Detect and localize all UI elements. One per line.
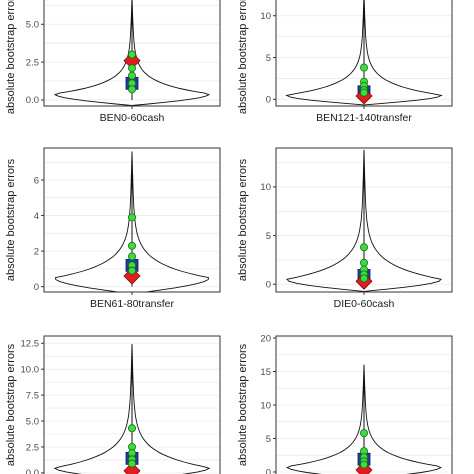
y-tick-label: 0	[266, 95, 271, 106]
chart-panel-6: 0 5 10 15 20 absolute bootstrap errors	[237, 333, 453, 474]
plot-area	[276, 148, 452, 292]
y-tick-label: 5	[266, 53, 271, 64]
data-point	[359, 258, 368, 267]
data-point	[359, 429, 368, 438]
chart-panel-1: 0.0 2.5 5.0 absolute bootstrap errors BEN0-6…	[5, 0, 221, 124]
chart-panel-4: 0 5 10 absolute bootstrap errors DIE0-60cash	[237, 147, 453, 310]
data-point	[127, 252, 136, 261]
x-category-label: DIE0-60cash	[334, 298, 395, 310]
y-tick-label: 10	[260, 11, 271, 22]
plot-area	[44, 0, 220, 106]
data-point	[127, 64, 136, 73]
violin-outline	[53, 0, 211, 106]
data-point	[127, 459, 136, 468]
y-tick-label: 15	[260, 367, 271, 378]
estimate-diamond-marker	[123, 267, 141, 285]
data-point	[359, 274, 368, 283]
violin-outline	[285, 149, 443, 292]
data-point	[127, 424, 136, 433]
y-tick-label: 2.5	[26, 57, 39, 68]
data-point	[127, 71, 136, 80]
y-tick-label: 5	[266, 231, 271, 242]
data-point	[127, 50, 136, 59]
plot-area	[44, 148, 220, 292]
y-tick-label: 5.0	[26, 416, 39, 427]
data-point	[359, 460, 368, 469]
chart-panel-5: 0.0 2.5 5.0 7.5 10.0 12.5 absolute bootstrap e…	[5, 335, 221, 474]
plot-area	[276, 0, 452, 106]
y-tick-label: 4	[34, 211, 39, 222]
y-tick-label: 10	[260, 182, 271, 193]
y-tick-label: 20	[260, 333, 271, 344]
x-category-label: BEN0-60cash	[100, 112, 165, 124]
estimate-diamond-marker	[123, 462, 141, 474]
chart-panel-3: 0 2 4 6 absolute bootstrap errors BEN61-80tra…	[5, 147, 221, 310]
plot-area	[44, 336, 220, 474]
x-category-label: BEN61-80transfer	[90, 298, 175, 310]
y-tick-label: 0	[34, 282, 39, 293]
data-point	[127, 266, 136, 275]
y-axis-title: absolute bootstrap errors	[5, 343, 17, 466]
panel-border	[275, 335, 453, 474]
y-tick-label: 12.5	[21, 339, 40, 350]
plot-area	[276, 336, 452, 474]
y-tick-label: 5	[266, 434, 271, 445]
chart-panel-2: 0 5 10 absolute bootstrap errors BEN121-140t…	[237, 0, 453, 124]
data-point	[359, 243, 368, 252]
violin-outline	[285, 364, 443, 474]
y-tick-label: 5.0	[26, 20, 39, 31]
y-tick-label: 0.0	[26, 468, 39, 474]
y-tick-label: 0	[266, 467, 271, 474]
data-point	[127, 241, 136, 250]
data-point	[127, 213, 136, 222]
data-point	[127, 85, 136, 94]
y-tick-label: 2	[34, 246, 39, 257]
y-axis-title: absolute bootstrap errors	[237, 158, 249, 281]
panel-border	[43, 335, 221, 474]
y-axis-title: absolute bootstrap errors	[5, 0, 17, 114]
y-tick-label: 2.5	[26, 442, 39, 453]
y-axis-title: absolute bootstrap errors	[237, 343, 249, 466]
y-axis-title: absolute bootstrap errors	[237, 0, 249, 114]
data-point	[359, 63, 368, 72]
y-tick-label: 0	[266, 280, 271, 291]
y-tick-label: 6	[34, 175, 39, 186]
y-tick-label: 10.0	[21, 364, 40, 375]
y-axis-title: absolute bootstrap errors	[5, 158, 17, 281]
data-point	[359, 88, 368, 97]
violin-outline	[285, 0, 443, 106]
y-tick-label: 7.5	[26, 390, 39, 401]
y-tick-label: 10	[260, 400, 271, 411]
x-category-label: BEN121-140transfer	[316, 112, 412, 124]
y-tick-label: 0.0	[26, 95, 39, 106]
